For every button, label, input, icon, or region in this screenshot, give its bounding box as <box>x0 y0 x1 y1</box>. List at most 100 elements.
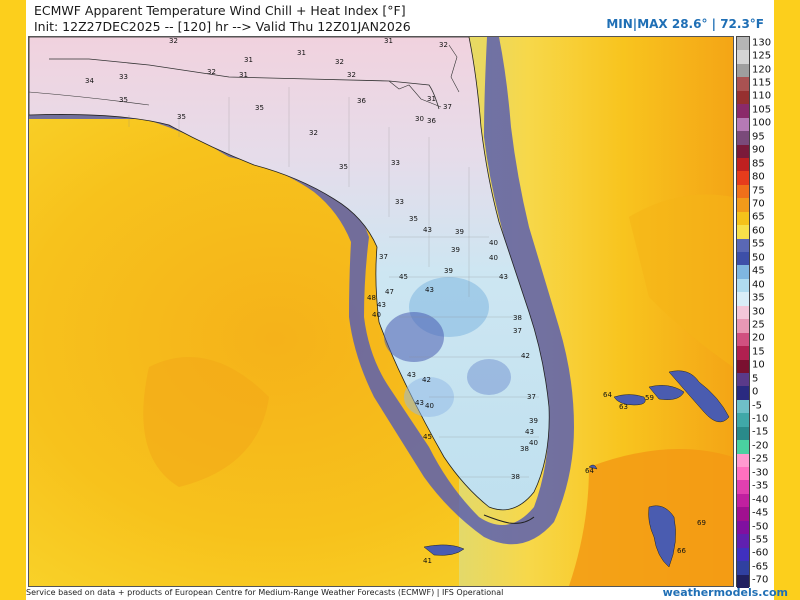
map-label: 66 <box>677 547 686 555</box>
color-scale-swatch <box>737 346 749 361</box>
min-max-readout: MIN|MAX 28.6° | 72.3°F <box>606 17 764 31</box>
map-label: 69 <box>697 519 706 527</box>
map-label: 32 <box>309 129 318 137</box>
color-scale-label: -65 <box>752 561 769 573</box>
map-label: 30 <box>415 115 424 123</box>
map-label: 38 <box>513 314 522 322</box>
map-label: 40 <box>489 239 498 247</box>
color-scale-swatch <box>737 359 749 374</box>
color-scale-swatch <box>737 372 749 387</box>
color-scale-bar <box>736 36 750 589</box>
color-scale-swatch <box>737 211 749 226</box>
color-scale-swatch <box>737 198 749 213</box>
color-scale-label: 15 <box>752 346 765 358</box>
color-scale-swatch <box>737 520 749 535</box>
map-label: 43 <box>407 371 416 379</box>
map-label: 32 <box>439 41 448 49</box>
map-label: 35 <box>255 104 264 112</box>
map-label: 31 <box>239 71 248 79</box>
state-border-al-fl <box>49 58 440 110</box>
color-scale-swatch <box>737 50 749 65</box>
temperature-map: 32 31 31 32 31 32 31 32 33 34 32 35 35 3… <box>28 36 734 587</box>
color-scale-label: -30 <box>752 467 769 479</box>
brand-link[interactable]: weathermodels.com <box>662 586 788 599</box>
data-credit: Service based on data + products of Euro… <box>26 588 504 597</box>
color-scale-label: 110 <box>752 90 772 102</box>
color-scale-swatch <box>737 534 749 549</box>
title-line-2: Init: 12Z27DEC2025 -- [120] hr --> Valid… <box>34 19 411 34</box>
map-label: 31 <box>427 95 436 103</box>
color-scale-swatch <box>737 319 749 334</box>
color-scale-swatch <box>737 426 749 441</box>
map-label: 32 <box>169 37 178 45</box>
color-scale-swatch <box>737 184 749 199</box>
color-scale-label: 50 <box>752 252 765 264</box>
color-scale-label: 65 <box>752 211 765 223</box>
map-value-labels: 32 31 31 32 31 32 31 32 33 34 32 35 35 3… <box>85 37 706 565</box>
map-label: 48 <box>367 294 376 302</box>
map-label: 37 <box>527 393 536 401</box>
color-scale-swatch <box>737 574 749 589</box>
color-scale-label: 105 <box>752 104 772 116</box>
map-label: 59 <box>645 394 654 402</box>
color-scale-label: -25 <box>752 453 769 465</box>
map-label: 43 <box>425 286 434 294</box>
color-scale-label: -40 <box>752 494 769 506</box>
map-label: 43 <box>415 399 424 407</box>
color-scale-label: 90 <box>752 144 765 156</box>
map-label: 43 <box>377 301 386 309</box>
color-scale-swatch <box>737 440 749 455</box>
color-scale-label: -5 <box>752 400 762 412</box>
map-label: 33 <box>395 198 404 206</box>
map-label: 47 <box>385 288 394 296</box>
color-scale-swatch <box>737 252 749 266</box>
map-label: 38 <box>520 445 529 453</box>
map-label: 40 <box>529 439 538 447</box>
color-scale-label: 130 <box>752 37 772 49</box>
color-scale-swatch <box>737 467 749 481</box>
color-scale-swatch <box>737 305 749 320</box>
color-scale-label: 35 <box>752 292 765 304</box>
map-label: 31 <box>244 56 253 64</box>
map-label: 35 <box>409 215 418 223</box>
color-scale-swatch <box>737 144 749 159</box>
color-scale-label: -35 <box>752 480 769 492</box>
color-scale-label: 125 <box>752 50 772 62</box>
map-label: 37 <box>379 253 388 261</box>
map-label: 40 <box>372 311 381 319</box>
map-label: 39 <box>451 246 460 254</box>
map-label: 43 <box>525 428 534 436</box>
color-scale-label: 75 <box>752 185 765 197</box>
cool-patch-okeechobee <box>467 359 511 395</box>
color-scale-label: 25 <box>752 319 765 331</box>
color-scale-swatch <box>737 278 749 293</box>
title-line-1: ECMWF Apparent Temperature Wind Chill + … <box>34 3 406 18</box>
color-scale-swatch <box>737 37 749 51</box>
color-scale-swatch <box>737 77 749 92</box>
map-label: 64 <box>603 391 612 399</box>
color-scale-labels: 130 125 120 115 110 105 100 95 90 85 80 75 70 65 60 55 5… <box>752 36 774 587</box>
color-scale-swatch <box>737 493 749 508</box>
color-scale-label: -15 <box>752 426 769 438</box>
florida-keys <box>483 514 535 524</box>
color-scale-swatch <box>737 561 749 576</box>
color-scale-label: 55 <box>752 238 765 250</box>
color-scale-label: 95 <box>752 131 765 143</box>
map-label: 38 <box>511 473 520 481</box>
color-scale-swatch <box>737 171 749 186</box>
color-scale-swatch <box>737 507 749 522</box>
map-label: 63 <box>619 403 628 411</box>
map-label: 41 <box>423 557 432 565</box>
map-label: 36 <box>357 97 366 105</box>
color-scale-label: -45 <box>752 507 769 519</box>
map-label: 31 <box>297 49 306 57</box>
state-border-ga-sc <box>448 44 460 93</box>
map-label: 40 <box>425 402 434 410</box>
color-scale-swatch <box>737 399 749 414</box>
map-label: 35 <box>119 96 128 104</box>
map-label: 39 <box>529 417 538 425</box>
bahamas-islands <box>423 370 730 568</box>
map-label: 43 <box>499 273 508 281</box>
color-scale-swatch <box>737 547 749 562</box>
color-scale-swatch <box>737 292 749 307</box>
